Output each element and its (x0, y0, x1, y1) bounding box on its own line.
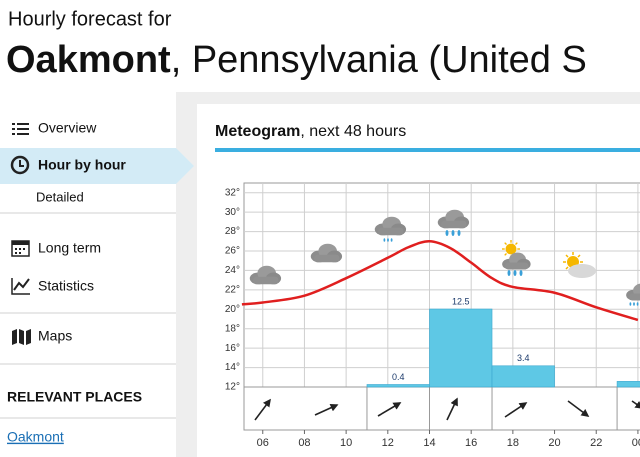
active-item-arrow (176, 148, 194, 184)
y-tick-label: 12° (225, 382, 240, 393)
map-icon (12, 329, 31, 345)
wind-arrow (446, 397, 458, 421)
sidebar-icons (10, 123, 31, 345)
section-title: RELEVANT PLACES (7, 389, 142, 405)
weather-icons (249, 209, 640, 306)
rain-icon (445, 230, 461, 236)
precipitation-label: 3.4 (517, 353, 530, 363)
chart-subtitle: , next 48 hours (300, 123, 406, 140)
y-tick-label: 24° (225, 265, 240, 276)
x-tick-label: 16 (465, 437, 477, 449)
x-tick-label: 00 (632, 437, 640, 449)
nav-item-active[interactable]: Hour by hour (38, 157, 126, 173)
x-tick-label: 06 (257, 437, 269, 449)
region-name: , Pennsylvania (United S (171, 39, 587, 81)
wind-arrow (567, 400, 590, 417)
precipitation-bar (491, 365, 555, 388)
place-link[interactable]: Oakmont (7, 429, 64, 445)
x-tick-label: 08 (298, 437, 310, 449)
precipitation-bar (616, 381, 640, 388)
nav-item[interactable]: Statistics (38, 278, 94, 294)
place-name: Oakmont (6, 39, 171, 81)
x-tick-label: 14 (423, 437, 435, 449)
list-icon (12, 123, 29, 135)
y-tick-label: 18° (225, 323, 240, 334)
title-underline (215, 148, 640, 152)
y-tick-label: 22° (225, 284, 240, 295)
wind-arrow (631, 400, 640, 409)
x-tick-label: 12 (382, 437, 394, 449)
wind-arrow (504, 402, 528, 418)
chart-title: Meteogram, next 48 hours (215, 123, 406, 140)
y-tick-label: 26° (225, 246, 240, 257)
y-tick-label: 28° (225, 226, 240, 237)
chart-title-main: Meteogram (215, 123, 300, 140)
calendar-icon (11, 240, 30, 257)
nav-item[interactable]: Maps (38, 328, 72, 344)
nav-subitem[interactable]: Detailed (36, 189, 84, 204)
rain-icon (507, 270, 523, 276)
wind-arrow (377, 402, 402, 417)
wind-arrows (254, 397, 640, 421)
x-tick-label: 18 (507, 437, 519, 449)
y-tick-label: 30° (225, 207, 240, 218)
y-tick-label: 32° (225, 187, 240, 198)
precipitation-bar (429, 308, 493, 388)
sidebar-separators (0, 212, 176, 419)
temperature-line (241, 240, 639, 322)
precipitation-label: 0.4 (392, 372, 405, 382)
y-tick-label: 20° (225, 304, 240, 315)
stats-icon (11, 278, 30, 295)
x-tick-label: 10 (340, 437, 352, 449)
cloud-icon (568, 264, 596, 278)
precipitation-bar (366, 384, 430, 388)
clock-icon (10, 155, 30, 175)
header-subtitle: Hourly forecast for (8, 8, 172, 30)
nav-item[interactable]: Long term (38, 240, 101, 256)
rain-icon (383, 238, 393, 242)
wind-arrow (254, 398, 271, 421)
x-tick-label: 22 (590, 437, 602, 449)
y-tick-label: 16° (225, 343, 240, 354)
y-tick-label: 14° (225, 362, 240, 373)
header-title: Oakmont, Pennsylvania (United S (6, 39, 587, 81)
precipitation-label: 12.5 (452, 296, 470, 306)
rain-icon (629, 302, 639, 306)
wind-arrow (314, 404, 339, 416)
nav-item[interactable]: Overview (38, 120, 97, 136)
active-item-background (0, 148, 176, 184)
x-tick-label: 20 (548, 437, 560, 449)
